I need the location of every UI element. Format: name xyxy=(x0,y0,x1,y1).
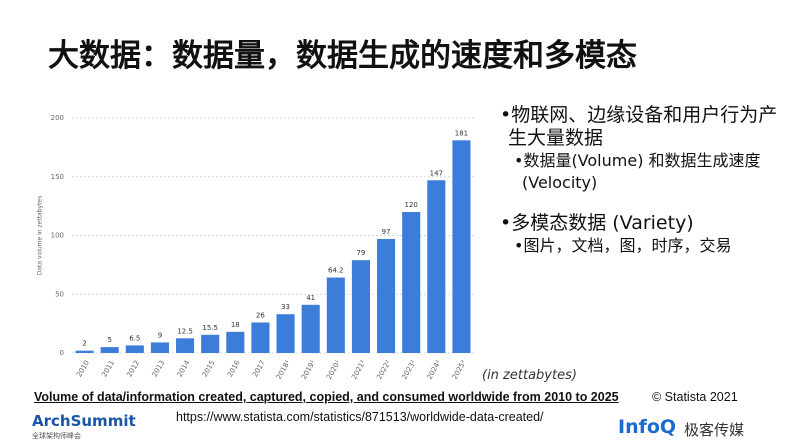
bar xyxy=(427,180,446,353)
y-tick-label: 150 xyxy=(51,173,64,181)
x-tick-label: 2016 xyxy=(226,359,242,379)
bar xyxy=(452,140,471,353)
value-label: 79 xyxy=(356,249,365,257)
value-label: 147 xyxy=(430,169,443,177)
x-tick-label: 2025² xyxy=(451,359,468,381)
y-tick-label: 200 xyxy=(51,114,64,122)
y-tick-label: 100 xyxy=(51,232,64,240)
logo: ArchSummit xyxy=(32,412,136,430)
value-label: 41 xyxy=(306,294,315,302)
value-label: 97 xyxy=(382,228,391,236)
value-label: 181 xyxy=(455,129,468,137)
slide-title: 大数据：数据量，数据生成的速度和多模态 xyxy=(48,38,637,74)
bar xyxy=(125,345,144,353)
bar xyxy=(351,260,370,353)
x-tick-label: 2021² xyxy=(350,359,367,381)
bar xyxy=(301,304,320,353)
bar xyxy=(226,331,245,353)
bar xyxy=(100,347,119,353)
x-tick-label: 2012 xyxy=(125,359,141,378)
x-tick-label: 2018¹ xyxy=(275,359,292,381)
value-label: 15.5 xyxy=(202,324,218,332)
bar xyxy=(402,212,421,353)
value-label: 64.2 xyxy=(328,267,344,275)
unit-note: (in zettabytes) xyxy=(482,368,577,383)
bar xyxy=(276,314,295,353)
source: © Statista 2021 xyxy=(652,390,738,404)
bar xyxy=(75,350,94,353)
y-tick-label: 50 xyxy=(55,290,64,298)
x-tick-label: 2014 xyxy=(176,359,192,379)
x-tick-label: 2020¹ xyxy=(325,359,342,381)
value-label: 5 xyxy=(107,336,111,344)
y-axis-label: Data volume in zettabytes xyxy=(37,196,44,276)
value-label: 2 xyxy=(82,340,86,348)
bar xyxy=(377,239,396,353)
sub-bullet: 数据量(Volume) 和数据生成速度(Velocity) xyxy=(500,150,785,194)
bullet: 多模态数据 (Variety) xyxy=(500,212,785,235)
x-tick-label: 2022² xyxy=(375,359,392,381)
x-tick-label: 2017 xyxy=(251,359,267,378)
x-tick-label: 2024² xyxy=(426,359,443,381)
logo: InfoQ xyxy=(618,416,677,438)
value-label: 26 xyxy=(256,311,265,319)
value-label: 9 xyxy=(158,331,162,339)
x-tick-label: 2010 xyxy=(75,359,91,378)
y-tick-label: 0 xyxy=(60,349,64,357)
value-label: 18 xyxy=(231,321,240,329)
logo-subtitle: 极客传媒 xyxy=(684,421,745,439)
x-tick-label: 2013 xyxy=(151,359,167,378)
x-tick-label: 2023² xyxy=(400,359,417,381)
x-tick-label: 2019¹ xyxy=(300,359,317,381)
bullet-list: 物联网、边缘设备和用户行为产生大量数据 数据量(Volume) 和数据生成速度(… xyxy=(500,104,785,257)
x-tick-label: 2015 xyxy=(201,359,217,378)
logo-subtitle: 全球架构师峰会 xyxy=(32,432,81,440)
bar xyxy=(150,342,169,353)
bar xyxy=(326,277,345,353)
bar xyxy=(251,322,270,353)
bar xyxy=(176,338,195,353)
sub-bullet: 图片，文档，图，时序，交易 xyxy=(500,235,785,257)
bullet: 物联网、边缘设备和用户行为产生大量数据 xyxy=(500,104,785,150)
url: https://www.statista.com/statistics/8715… xyxy=(176,410,544,424)
bar xyxy=(201,334,220,353)
value-label: 120 xyxy=(405,201,418,209)
x-tick-label: 2011 xyxy=(100,359,116,378)
value-label: 12.5 xyxy=(177,327,193,335)
caption: Volume of data/information created, capt… xyxy=(34,390,619,404)
value-label: 6.5 xyxy=(129,334,140,342)
value-label: 33 xyxy=(281,303,290,311)
